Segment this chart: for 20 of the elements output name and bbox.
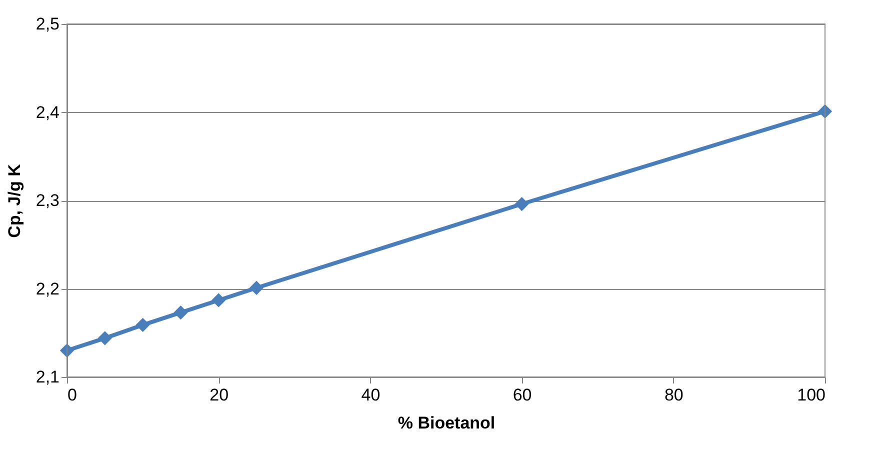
point <box>60 343 74 358</box>
y-tick-label: 2,3 <box>36 191 60 210</box>
x-tick-label: 20 <box>210 386 229 404</box>
x-tick-label: 100 <box>797 386 826 404</box>
y-axis-title: Cp, J/g K <box>4 163 24 238</box>
point <box>514 196 529 212</box>
y-tick-label: 2,2 <box>36 279 60 298</box>
y-tick-label: 2,1 <box>36 368 60 386</box>
point <box>174 306 188 320</box>
x-tick-label: 0 <box>68 386 77 404</box>
x-axis-title: % Bioetanol <box>398 414 496 432</box>
point <box>136 318 150 332</box>
x-tick-label: 40 <box>361 386 380 404</box>
point <box>98 331 112 346</box>
x-tick-label: 80 <box>664 386 684 404</box>
x-tick-label: 60 <box>512 386 532 404</box>
point <box>249 280 264 295</box>
point <box>212 293 226 308</box>
y-tick-label: 2,5 <box>36 14 60 34</box>
y-tick-label: 2,4 <box>36 102 60 122</box>
